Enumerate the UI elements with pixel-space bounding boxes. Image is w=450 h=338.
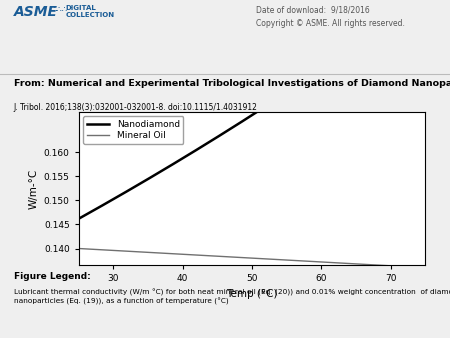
Text: Lubricant thermal conductivity (W/m °C) for both neat mineral oil (Eq. (20)) and: Lubricant thermal conductivity (W/m °C) …: [14, 289, 450, 305]
Text: Date of download:  9/18/2016: Date of download: 9/18/2016: [256, 5, 370, 14]
Text: From: Numerical and Experimental Tribological Investigations of Diamond Nanopart: From: Numerical and Experimental Tribolo…: [14, 79, 450, 89]
Text: ∴∴∴: ∴∴∴: [52, 5, 68, 14]
Text: Figure Legend:: Figure Legend:: [14, 272, 90, 281]
Text: J. Tribol. 2016;138(3):032001-032001-8. doi:10.1115/1.4031912: J. Tribol. 2016;138(3):032001-032001-8. …: [14, 103, 257, 112]
Text: ASME: ASME: [14, 5, 58, 19]
X-axis label: Temp (°C): Temp (°C): [226, 289, 278, 299]
Y-axis label: W/m-°C: W/m-°C: [28, 168, 38, 209]
Text: Copyright © ASME. All rights reserved.: Copyright © ASME. All rights reserved.: [256, 19, 405, 28]
Text: DIGITAL
COLLECTION: DIGITAL COLLECTION: [65, 5, 114, 18]
Legend: Nanodiamond, Mineral Oil: Nanodiamond, Mineral Oil: [83, 116, 184, 144]
